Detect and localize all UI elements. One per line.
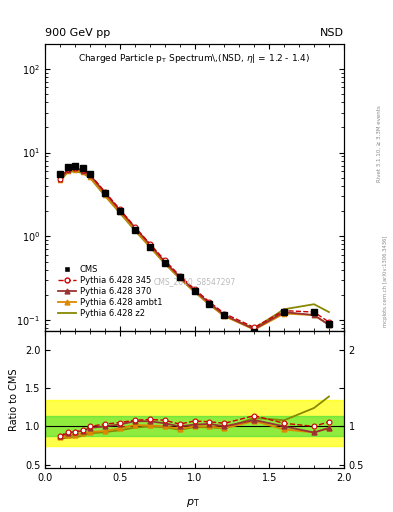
Y-axis label: Ratio to CMS: Ratio to CMS (9, 368, 19, 431)
Text: $p_\mathsf{T}$: $p_\mathsf{T}$ (185, 498, 200, 509)
Text: mcplots.cern.ch [arXiv:1306.3436]: mcplots.cern.ch [arXiv:1306.3436] (384, 236, 388, 327)
Text: Rivet 3.1.10, ≥ 3.3M events: Rivet 3.1.10, ≥ 3.3M events (377, 105, 382, 182)
Text: NSD: NSD (320, 28, 344, 38)
Legend: CMS, Pythia 6.428 345, Pythia 6.428 370, Pythia 6.428 ambt1, Pythia 6.428 z2: CMS, Pythia 6.428 345, Pythia 6.428 370,… (55, 263, 165, 321)
Text: 900 GeV pp: 900 GeV pp (45, 28, 110, 38)
Text: Charged Particle p$_\mathsf{T}$ Spectrum\,(NSD, $\eta$| = 1.2 - 1.4): Charged Particle p$_\mathsf{T}$ Spectrum… (79, 52, 310, 65)
Text: CMS_2010_S8547297: CMS_2010_S8547297 (153, 278, 236, 286)
